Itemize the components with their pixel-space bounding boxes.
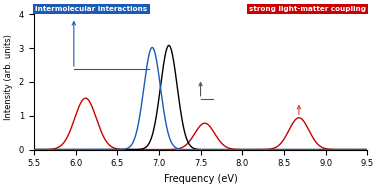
Y-axis label: Intensity (arb. units): Intensity (arb. units) xyxy=(4,34,13,120)
X-axis label: Frequency (eV): Frequency (eV) xyxy=(164,174,237,184)
Text: strong light-matter coupling: strong light-matter coupling xyxy=(249,6,366,12)
Text: Intermolecular interactions: Intermolecular interactions xyxy=(36,6,148,12)
